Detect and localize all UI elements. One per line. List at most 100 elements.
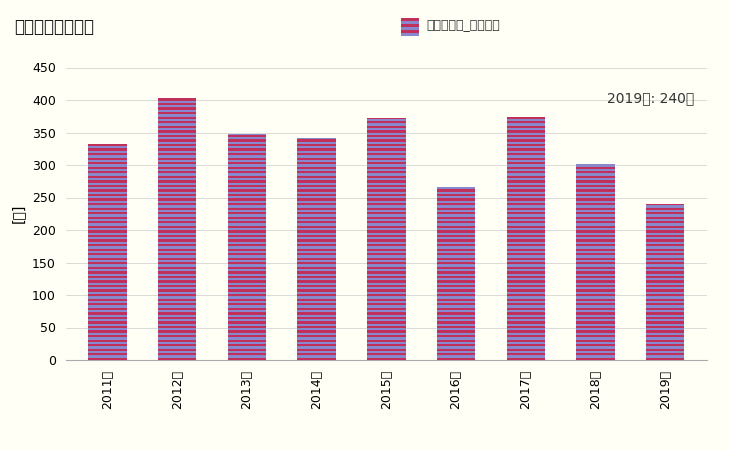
Bar xyxy=(577,253,615,255)
Bar xyxy=(646,219,685,221)
Bar xyxy=(646,269,685,271)
Bar xyxy=(158,330,196,333)
Bar xyxy=(507,123,545,126)
Bar xyxy=(297,285,336,287)
Bar xyxy=(367,299,405,301)
Bar xyxy=(158,353,196,356)
Bar xyxy=(437,274,475,276)
Bar xyxy=(158,130,196,132)
Bar xyxy=(646,303,685,306)
Bar xyxy=(158,335,196,337)
Bar xyxy=(577,296,615,299)
Bar xyxy=(437,221,475,224)
Bar xyxy=(227,296,266,299)
Bar xyxy=(158,132,196,135)
Bar xyxy=(227,201,266,203)
Bar xyxy=(88,335,127,337)
Bar xyxy=(88,255,127,257)
Bar xyxy=(88,262,127,265)
Bar xyxy=(367,344,405,346)
Bar xyxy=(88,192,127,194)
Bar xyxy=(646,351,685,353)
Bar xyxy=(297,262,336,265)
Bar xyxy=(507,171,545,173)
Bar xyxy=(227,239,266,242)
Bar xyxy=(227,342,266,344)
Bar xyxy=(367,221,405,224)
Bar xyxy=(367,353,405,356)
Bar xyxy=(88,324,127,326)
Bar xyxy=(297,339,336,342)
Bar xyxy=(158,283,196,285)
Bar xyxy=(367,155,405,158)
Bar xyxy=(158,230,196,233)
Bar xyxy=(227,251,266,253)
Bar xyxy=(367,324,405,326)
Bar xyxy=(367,228,405,230)
Bar xyxy=(507,176,545,178)
Bar xyxy=(158,339,196,342)
Bar xyxy=(437,315,475,317)
Bar xyxy=(297,356,336,358)
Bar xyxy=(227,196,266,198)
Bar xyxy=(297,140,336,142)
Bar xyxy=(158,312,196,315)
Bar xyxy=(297,244,336,246)
Bar xyxy=(367,337,405,339)
Bar xyxy=(297,173,336,176)
Bar xyxy=(297,312,336,315)
Bar xyxy=(227,265,266,267)
Bar xyxy=(88,205,127,207)
Bar xyxy=(88,308,127,310)
Bar xyxy=(437,324,475,326)
Bar xyxy=(367,287,405,289)
Bar xyxy=(227,171,266,173)
Bar xyxy=(577,248,615,251)
Bar xyxy=(297,153,336,155)
Bar xyxy=(88,271,127,274)
Bar xyxy=(158,112,196,114)
Bar xyxy=(507,214,545,216)
Bar xyxy=(227,358,266,360)
Bar xyxy=(227,216,266,219)
Bar xyxy=(577,276,615,278)
Bar xyxy=(646,207,685,210)
Bar xyxy=(227,192,266,194)
Bar xyxy=(158,105,196,108)
Bar xyxy=(646,233,685,235)
Bar xyxy=(367,233,405,235)
Bar xyxy=(158,274,196,276)
Bar xyxy=(367,216,405,219)
Bar xyxy=(297,183,336,185)
Bar xyxy=(507,335,545,337)
Bar xyxy=(158,144,196,146)
Bar xyxy=(646,294,685,296)
Bar xyxy=(437,337,475,339)
Bar xyxy=(577,265,615,267)
Bar xyxy=(297,289,336,292)
Bar xyxy=(88,246,127,248)
Bar xyxy=(507,333,545,335)
Bar xyxy=(227,153,266,155)
Bar xyxy=(646,276,685,278)
Bar xyxy=(158,114,196,117)
Bar xyxy=(88,221,127,224)
Bar xyxy=(367,171,405,173)
Bar xyxy=(507,244,545,246)
Bar xyxy=(158,205,196,207)
Bar xyxy=(577,244,615,246)
Bar xyxy=(158,253,196,255)
Bar xyxy=(507,158,545,160)
Bar xyxy=(367,265,405,267)
Bar xyxy=(367,342,405,344)
Bar xyxy=(297,346,336,349)
Bar xyxy=(437,230,475,233)
Bar xyxy=(227,328,266,330)
Bar xyxy=(367,276,405,278)
Bar xyxy=(577,176,615,178)
Bar xyxy=(297,292,336,294)
Bar xyxy=(367,301,405,303)
Bar xyxy=(646,235,685,237)
Bar xyxy=(227,148,266,151)
Bar xyxy=(507,119,545,121)
